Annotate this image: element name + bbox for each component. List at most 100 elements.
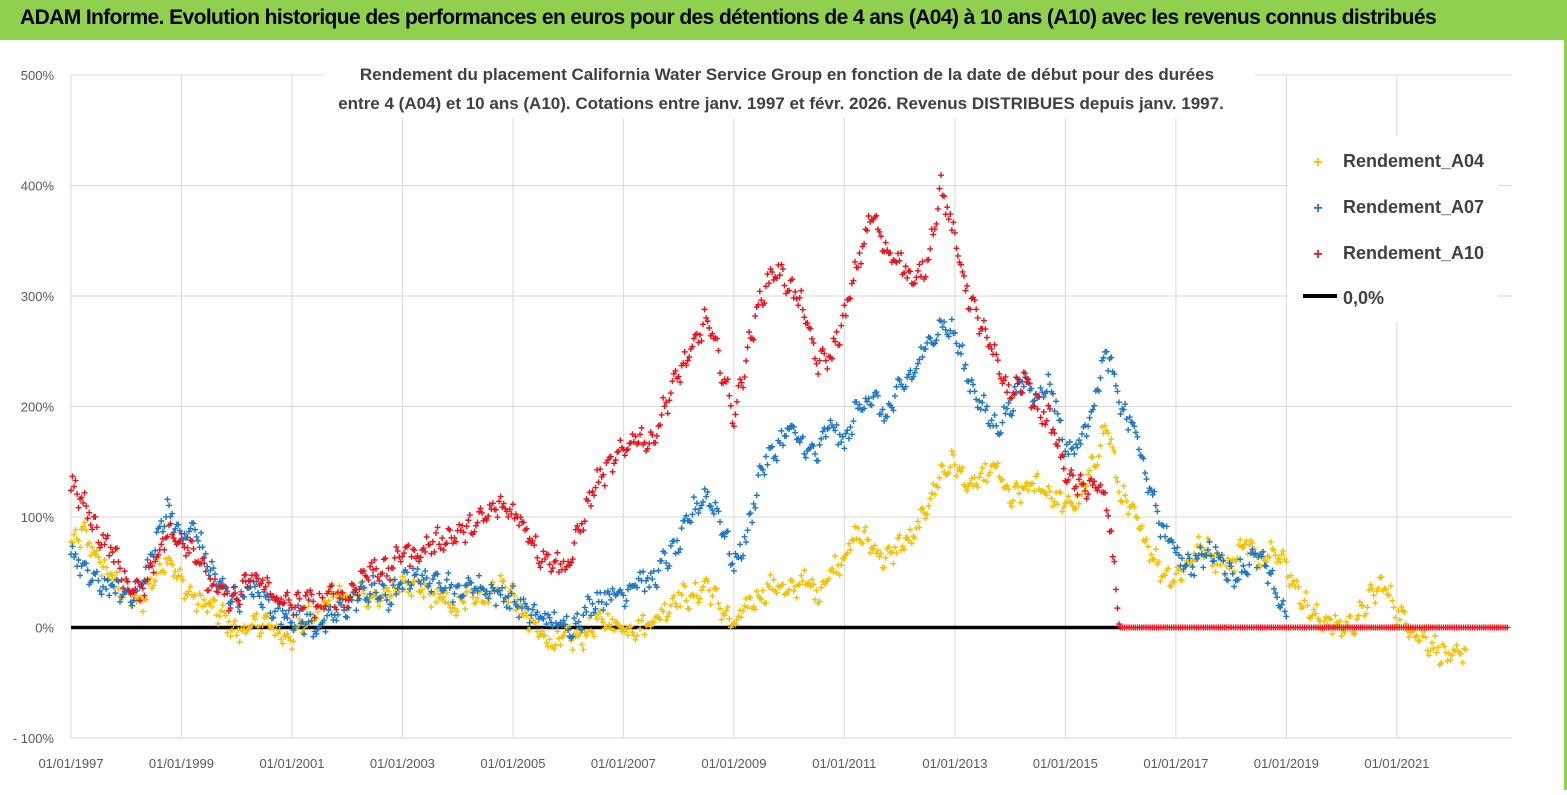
data-point bbox=[961, 272, 968, 279]
data-point bbox=[571, 539, 578, 546]
data-point bbox=[251, 583, 258, 590]
data-point bbox=[899, 543, 906, 550]
data-point bbox=[204, 563, 211, 570]
data-point bbox=[310, 598, 317, 605]
data-point bbox=[611, 627, 618, 634]
data-point bbox=[681, 583, 688, 590]
data-point bbox=[695, 339, 702, 346]
data-point bbox=[1053, 398, 1060, 405]
data-point bbox=[584, 497, 591, 504]
data-point bbox=[1336, 618, 1343, 625]
data-point bbox=[934, 205, 941, 212]
data-point bbox=[422, 568, 429, 575]
data-point bbox=[1083, 433, 1090, 440]
data-point bbox=[1228, 563, 1235, 570]
data-point bbox=[575, 618, 582, 625]
data-point bbox=[1211, 557, 1218, 564]
data-point bbox=[1253, 564, 1260, 571]
data-point bbox=[562, 566, 569, 573]
data-point bbox=[472, 599, 479, 606]
data-point bbox=[689, 343, 696, 350]
data-point bbox=[727, 402, 734, 409]
data-point bbox=[841, 302, 848, 309]
data-point bbox=[882, 554, 889, 561]
data-point bbox=[1212, 544, 1219, 551]
data-point bbox=[1145, 543, 1152, 550]
data-point bbox=[520, 596, 527, 603]
data-point bbox=[115, 558, 122, 565]
data-point bbox=[549, 565, 556, 572]
data-point bbox=[936, 185, 943, 192]
data-point bbox=[256, 633, 263, 640]
data-point bbox=[1189, 563, 1196, 570]
data-point bbox=[641, 631, 648, 638]
y-tick-label: 100% bbox=[21, 510, 55, 525]
x-tick-label: 01/01/2015 bbox=[1033, 756, 1098, 771]
data-point bbox=[583, 632, 590, 639]
data-point bbox=[336, 595, 343, 602]
data-point bbox=[931, 340, 938, 347]
data-point bbox=[686, 353, 693, 360]
data-point bbox=[692, 579, 699, 586]
data-point bbox=[1138, 523, 1145, 530]
data-point bbox=[1229, 556, 1236, 563]
data-point bbox=[282, 610, 289, 617]
data-point bbox=[591, 609, 598, 616]
data-point bbox=[854, 525, 861, 532]
data-point bbox=[574, 522, 581, 529]
data-point bbox=[304, 589, 311, 596]
data-point bbox=[798, 287, 805, 294]
data-point bbox=[693, 500, 700, 507]
data-point bbox=[744, 527, 751, 534]
data-point bbox=[178, 573, 185, 580]
data-point bbox=[511, 592, 518, 599]
data-point bbox=[541, 610, 548, 617]
data-point bbox=[205, 572, 212, 579]
data-point bbox=[185, 588, 192, 595]
data-point bbox=[753, 588, 760, 595]
data-point bbox=[1356, 598, 1363, 605]
data-point bbox=[84, 515, 91, 522]
data-point bbox=[287, 637, 294, 644]
x-tick-label: 01/01/2003 bbox=[370, 756, 435, 771]
data-point bbox=[69, 473, 76, 480]
data-point bbox=[1220, 557, 1227, 564]
data-point bbox=[296, 595, 303, 602]
data-point bbox=[627, 623, 634, 630]
data-point bbox=[228, 598, 235, 605]
data-point bbox=[560, 617, 567, 624]
data-point bbox=[738, 379, 745, 386]
data-point bbox=[1105, 430, 1112, 437]
data-point bbox=[578, 626, 585, 633]
data-point bbox=[436, 594, 443, 601]
data-point bbox=[1152, 502, 1159, 509]
data-point bbox=[1321, 617, 1328, 624]
data-point bbox=[208, 603, 215, 610]
data-point bbox=[193, 608, 200, 615]
data-point bbox=[902, 383, 909, 390]
data-point bbox=[224, 590, 231, 597]
data-point bbox=[474, 519, 481, 526]
data-point bbox=[730, 567, 737, 574]
data-point bbox=[1046, 488, 1053, 495]
data-point bbox=[380, 582, 387, 589]
data-point bbox=[1504, 624, 1511, 631]
data-point bbox=[1175, 567, 1182, 574]
data-point bbox=[202, 568, 209, 575]
data-point bbox=[417, 580, 424, 587]
data-point bbox=[333, 606, 340, 613]
data-point bbox=[813, 587, 820, 594]
data-point bbox=[314, 608, 321, 615]
data-point bbox=[1422, 634, 1429, 641]
data-point bbox=[555, 569, 562, 576]
data-point bbox=[509, 583, 516, 590]
data-point bbox=[916, 524, 923, 531]
data-point bbox=[1112, 586, 1119, 593]
data-point bbox=[238, 591, 245, 598]
data-point bbox=[663, 560, 670, 567]
data-point bbox=[667, 602, 674, 609]
data-point bbox=[713, 585, 720, 592]
data-point bbox=[1301, 597, 1308, 604]
data-point bbox=[1089, 482, 1096, 489]
data-point bbox=[207, 599, 214, 606]
